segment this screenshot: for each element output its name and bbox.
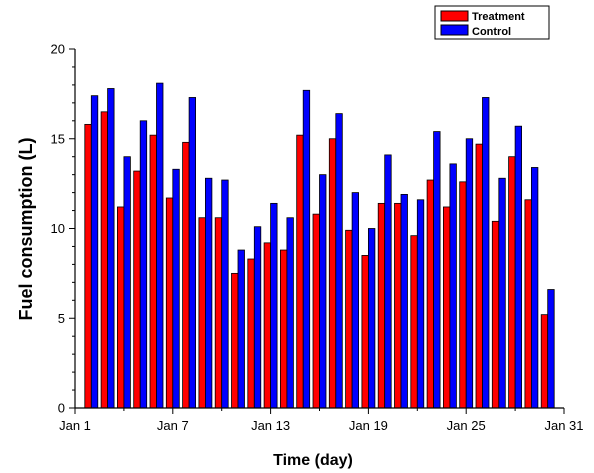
bar-control-16 — [319, 174, 327, 409]
bar-control-15 — [302, 89, 311, 409]
x-tick-label: Jan 25 — [447, 418, 486, 433]
bar-control-21 — [400, 193, 408, 409]
bar-control-24 — [449, 163, 457, 409]
bar-treatment-7 — [165, 197, 174, 409]
x-tick-label: Jan 13 — [251, 418, 290, 433]
bar-control-7 — [172, 168, 180, 409]
x-tick-label: Jan 7 — [157, 418, 189, 433]
y-tick-label: 10 — [51, 221, 65, 236]
y-tick-label: 20 — [51, 42, 65, 57]
bar-control-18 — [351, 192, 360, 409]
bar-control-6 — [156, 82, 164, 409]
bar-treatment-8 — [182, 141, 190, 409]
bar-treatment-30 — [540, 314, 549, 409]
bar-control-22 — [416, 199, 425, 409]
legend-swatch-control — [440, 24, 469, 36]
bar-control-13 — [270, 202, 278, 409]
bar-control-17 — [335, 113, 343, 409]
bar-control-23 — [433, 131, 441, 409]
bar-control-5 — [139, 120, 148, 409]
bar-control-14 — [286, 217, 294, 409]
bar-control-8 — [188, 97, 197, 409]
bar-control-28 — [514, 125, 522, 409]
x-tick-label: Jan 31 — [544, 418, 583, 433]
bar-control-27 — [498, 177, 506, 409]
bar-control-19 — [367, 228, 376, 409]
bar-treatment-20 — [377, 202, 386, 409]
y-tick-label: 0 — [58, 401, 65, 416]
bar-control-3 — [107, 88, 115, 409]
bar-treatment-18 — [345, 229, 353, 409]
bar-series-group — [84, 82, 555, 409]
bar-treatment-15 — [296, 134, 304, 409]
bar-control-4 — [123, 156, 131, 409]
bar-treatment-3 — [100, 111, 108, 409]
x-tick-label: Jan 1 — [59, 418, 91, 433]
bar-treatment-12 — [247, 258, 255, 409]
bar-control-29 — [531, 167, 539, 409]
bar-control-12 — [253, 226, 262, 409]
bar-treatment-27 — [491, 220, 500, 409]
y-axis-title: Fuel consumption (L) — [16, 138, 36, 321]
x-tick-label: Jan 19 — [349, 418, 388, 433]
bar-treatment-9 — [198, 217, 206, 409]
bar-control-10 — [221, 179, 229, 409]
bar-treatment-2 — [84, 123, 92, 409]
bar-control-25 — [465, 138, 474, 409]
legend-label-treatment: Treatment — [472, 11, 525, 23]
legend: Treatment Control — [434, 5, 550, 40]
legend-label-control: Control — [472, 26, 511, 38]
bar-treatment-29 — [524, 199, 532, 409]
bar-treatment-21 — [394, 202, 402, 409]
bar-control-9 — [204, 177, 213, 409]
bar-treatment-5 — [133, 170, 141, 409]
bar-treatment-11 — [231, 272, 239, 409]
bar-control-2 — [90, 95, 99, 409]
bar-control-11 — [237, 249, 245, 409]
bar-treatment-4 — [117, 206, 125, 409]
bar-treatment-19 — [361, 255, 369, 409]
bar-treatment-14 — [279, 249, 288, 409]
axes-group: 0 5 10 15 20 Jan 1 Jan 7 Jan 13 Jan 19 Jan 25 Jan … — [51, 42, 584, 434]
bar-control-30 — [547, 289, 555, 409]
bar-treatment-13 — [263, 242, 272, 409]
bar-treatment-22 — [410, 235, 418, 409]
bar-treatment-16 — [312, 213, 320, 409]
bar-treatment-17 — [328, 138, 337, 409]
legend-swatch-treatment — [440, 10, 469, 22]
bar-treatment-25 — [459, 181, 467, 409]
y-tick-label: 5 — [58, 311, 65, 326]
bar-treatment-6 — [149, 134, 157, 409]
bar-control-26 — [482, 97, 490, 409]
x-axis-title: Time (day) — [273, 452, 353, 469]
bar-control-20 — [384, 154, 392, 409]
bar-treatment-24 — [442, 206, 451, 409]
y-tick-label: 15 — [51, 131, 65, 146]
bar-treatment-10 — [214, 217, 223, 409]
bar-treatment-28 — [508, 156, 516, 409]
bar-treatment-23 — [426, 179, 435, 409]
bar-treatment-26 — [475, 143, 483, 409]
